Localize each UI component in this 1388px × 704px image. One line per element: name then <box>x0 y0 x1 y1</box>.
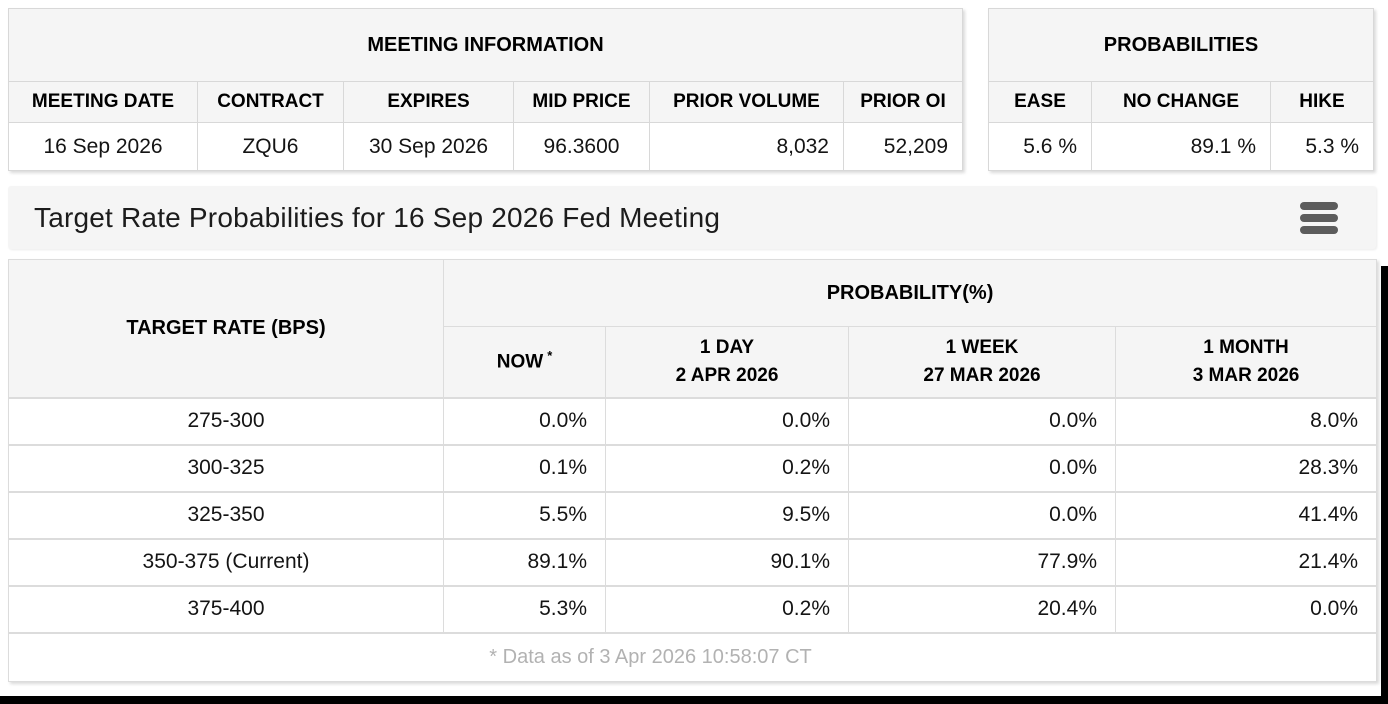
now-label: NOW <box>496 351 544 373</box>
rate-range: 350-375 (Current) <box>8 537 444 586</box>
week-probability: 77.9% <box>848 537 1116 586</box>
month-label: 1 MONTH <box>1203 337 1289 359</box>
month-probability: 0.0% <box>1114 584 1378 633</box>
now-probability: 5.5% <box>443 490 606 539</box>
page-title: Target Rate Probabilities for 16 Sep 202… <box>34 201 721 233</box>
probability-pct-header: PROBABILITY(%) <box>442 259 1378 327</box>
menu-bar <box>1300 225 1338 234</box>
now-probability: 89.1% <box>443 537 606 586</box>
meeting-information-title: MEETING INFORMATION <box>8 8 963 82</box>
col-no-change: NO CHANGE <box>1091 81 1271 123</box>
col-now-header: NOW * <box>443 326 606 398</box>
table-row: 325-350 5.5% 9.5% 0.0% 41.4% <box>8 490 1378 539</box>
week-probability: 0.0% <box>848 443 1116 492</box>
month-probability: 8.0% <box>1114 396 1378 445</box>
probabilities-title: PROBABILITIES <box>987 8 1375 82</box>
table-row: 275-300 0.0% 0.0% 0.0% 8.0% <box>8 396 1378 445</box>
day-probability: 9.5% <box>605 490 849 539</box>
meeting-information-table: MEETING INFORMATION MEETING DATE CONTRAC… <box>8 8 963 171</box>
meeting-info-data-row: 16 Sep 2026 ZQU6 30 Sep 2026 96.3600 8,0… <box>8 122 963 171</box>
target-rate-bps-header: TARGET RATE (BPS) <box>8 259 444 398</box>
table-row: 300-325 0.1% 0.2% 0.0% 28.3% <box>8 443 1378 492</box>
rate-range: 300-325 <box>8 443 444 492</box>
hike-value: 5.3 % <box>1269 122 1375 171</box>
week-date: 27 MAR 2026 <box>923 364 1041 386</box>
expires-value: 30 Sep 2026 <box>343 122 514 171</box>
week-label: 1 WEEK <box>945 337 1019 359</box>
rate-range: 325-350 <box>8 490 444 539</box>
col-meeting-date: MEETING DATE <box>8 81 198 123</box>
horizontal-scrollbar[interactable] <box>0 696 1388 704</box>
now-probability: 0.1% <box>443 443 606 492</box>
probabilities-table: PROBABILITIES EASE NO CHANGE HIKE 5.6 % … <box>987 8 1375 171</box>
probabilities-data-row: 5.6 % 89.1 % 5.3 % <box>988 122 1375 171</box>
contract-value: ZQU6 <box>197 122 344 171</box>
col-1day-header: 1 DAY 2 APR 2026 <box>605 326 849 398</box>
meeting-info-header-row: MEETING DATE CONTRACT EXPIRES MID PRICE … <box>8 81 963 123</box>
data-as-of-footnote: * Data as of 3 Apr 2026 10:58:07 CT <box>7 631 1378 682</box>
week-probability: 0.0% <box>848 396 1116 445</box>
probabilities-header-row: EASE NO CHANGE HIKE <box>988 81 1375 123</box>
table-row: 375-400 5.3% 0.2% 20.4% 0.0% <box>8 584 1378 633</box>
month-probability: 21.4% <box>1114 537 1378 586</box>
month-probability: 41.4% <box>1114 490 1378 539</box>
day-probability: 0.2% <box>605 443 849 492</box>
col-1week-header: 1 WEEK 27 MAR 2026 <box>848 326 1116 398</box>
col-expires: EXPIRES <box>343 81 514 123</box>
month-probability: 28.3% <box>1114 443 1378 492</box>
menu-bar <box>1300 201 1338 210</box>
menu-bar <box>1300 213 1338 222</box>
prior-oi-value: 52,209 <box>843 122 963 171</box>
ease-value: 5.6 % <box>988 122 1092 171</box>
day-probability: 0.0% <box>605 396 849 445</box>
mid-price-value: 96.3600 <box>513 122 650 171</box>
col-prior-volume: PRIOR VOLUME <box>649 81 844 123</box>
day-probability: 90.1% <box>605 537 849 586</box>
rate-range: 275-300 <box>8 396 444 445</box>
prior-volume-value: 8,032 <box>649 122 844 171</box>
week-probability: 0.0% <box>848 490 1116 539</box>
now-probability: 5.3% <box>443 584 606 633</box>
now-probability: 0.0% <box>443 396 606 445</box>
vertical-scrollbar[interactable] <box>1381 266 1388 704</box>
section-header: Target Rate Probabilities for 16 Sep 202… <box>8 186 1376 249</box>
month-date: 3 MAR 2026 <box>1192 364 1300 386</box>
rate-range: 375-400 <box>8 584 444 633</box>
period-header-row: NOW * 1 DAY 2 APR 2026 1 WEEK 27 MAR 2026 1… <box>9 326 1378 398</box>
table-row-current: 350-375 (Current) 89.1% 90.1% 77.9% 21.4… <box>8 537 1378 586</box>
day-date: 2 APR 2026 <box>675 364 779 386</box>
day-probability: 0.2% <box>605 584 849 633</box>
week-probability: 20.4% <box>848 584 1116 633</box>
col-prior-oi: PRIOR OI <box>843 81 963 123</box>
now-asterisk: * <box>547 348 553 364</box>
summary-tables-row: MEETING INFORMATION MEETING DATE CONTRAC… <box>8 8 1388 171</box>
day-label: 1 DAY <box>699 337 755 359</box>
col-contract: CONTRACT <box>197 81 344 123</box>
col-1month-header: 1 MONTH 3 MAR 2026 <box>1114 326 1378 398</box>
meeting-date-value: 16 Sep 2026 <box>8 122 198 171</box>
hamburger-menu-icon[interactable] <box>1296 198 1342 238</box>
target-rate-table: TARGET RATE (BPS) PROBABILITY(%) NOW * 1 … <box>7 259 1378 682</box>
col-hike: HIKE <box>1269 81 1375 123</box>
col-ease: EASE <box>988 81 1092 123</box>
no-change-value: 89.1 % <box>1091 122 1271 171</box>
col-mid-price: MID PRICE <box>513 81 650 123</box>
